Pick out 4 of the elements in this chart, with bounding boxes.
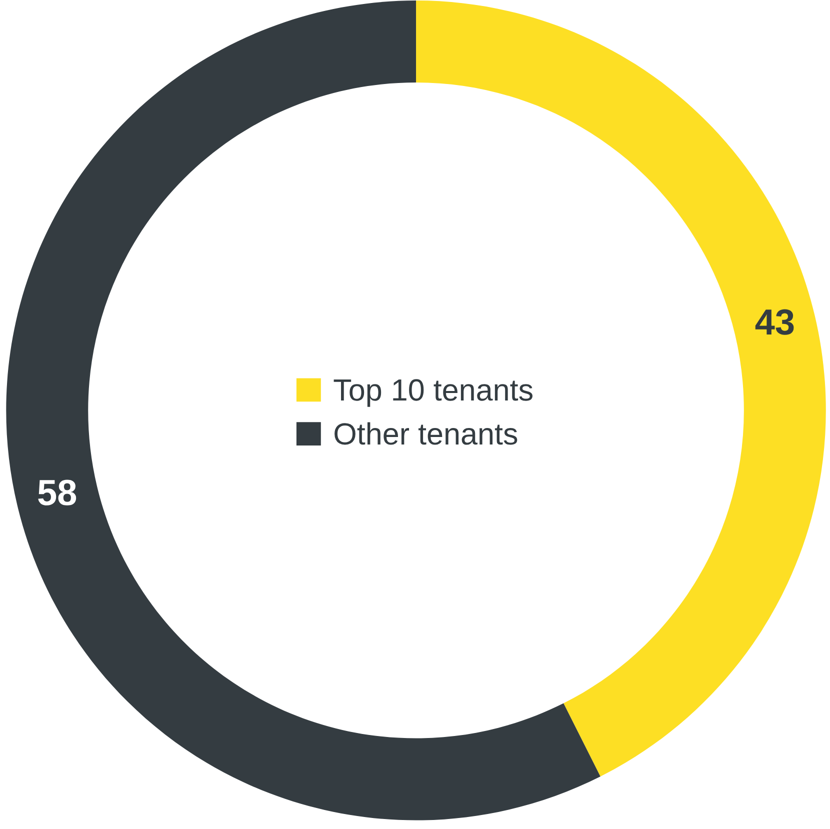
legend-label: Other tenants (334, 422, 518, 445)
data-label: 58 (38, 480, 76, 506)
data-label: 43 (755, 309, 794, 335)
legend-label: Top 10 tenants (334, 379, 532, 407)
